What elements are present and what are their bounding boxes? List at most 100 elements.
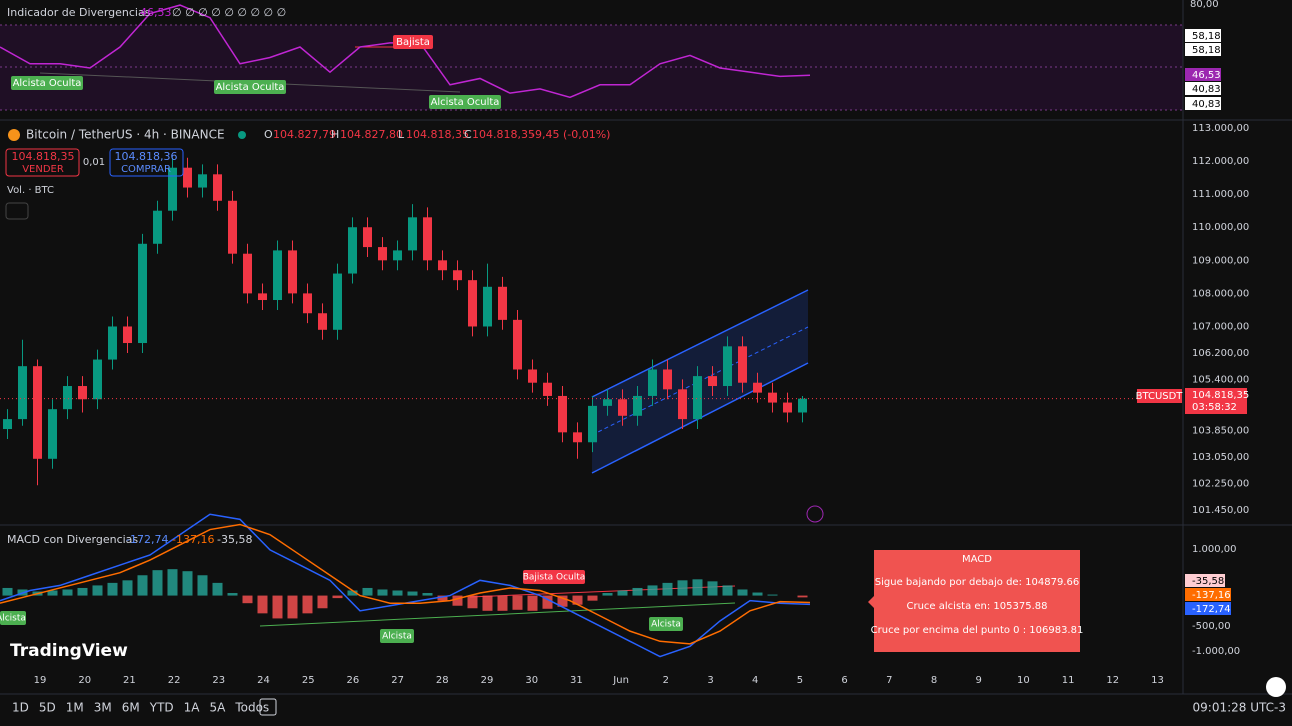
macd-hist [287, 595, 298, 619]
range-button[interactable]: YTD [149, 701, 174, 715]
macd-hist [737, 589, 748, 596]
range-button[interactable]: 3M [94, 701, 112, 715]
sell-label: VENDER [22, 164, 64, 175]
buy-button[interactable] [109, 148, 184, 177]
sell-button[interactable] [5, 148, 80, 177]
candle-body [3, 419, 12, 430]
candle-body [423, 217, 432, 261]
annotation-box [393, 35, 433, 49]
x-tick-label: 2 [663, 675, 669, 686]
range-button[interactable]: 6M [122, 701, 140, 715]
y-tick-label: 108.000,00 [1192, 288, 1249, 299]
macd-hist [647, 585, 658, 596]
candle-body [573, 432, 582, 443]
candle-body [303, 293, 312, 314]
candle-body [693, 376, 702, 420]
y-tick-label: 106.200,00 [1192, 348, 1249, 359]
range-button[interactable]: Todos [234, 701, 269, 715]
candle-body [333, 273, 342, 330]
range-button[interactable]: 5D [39, 701, 56, 715]
macd-hist [92, 585, 103, 596]
macd-hist [347, 590, 358, 596]
symbol-label: BTCUSDT [1136, 391, 1184, 402]
range-button[interactable]: 1A [184, 701, 201, 715]
y-tick-label: 105.400,00 [1192, 374, 1249, 385]
candle-body [183, 167, 192, 188]
buy-label: COMPRAR [121, 164, 171, 175]
date-range-icon[interactable] [259, 698, 277, 716]
macd-hist [107, 582, 118, 596]
annotation-box [380, 629, 414, 643]
annotation: Alcista [382, 632, 412, 642]
annotation: Bajista [396, 37, 430, 48]
rsi-tag [1185, 43, 1221, 56]
assistant-icon[interactable] [1266, 677, 1286, 697]
candle-body [318, 313, 327, 330]
candle-body [723, 346, 732, 387]
rsi-tag [1185, 97, 1221, 110]
macd-hist [632, 587, 643, 596]
candle-body [243, 253, 252, 294]
macd-hist [437, 595, 448, 601]
candle-body [618, 399, 627, 416]
macd-tag [1185, 574, 1225, 587]
macd-hist [542, 595, 553, 609]
divergence-line [469, 585, 736, 598]
sell-price: 104.818,35 [12, 150, 75, 163]
tooltip-line: Cruce alcista en: 105375.88 [907, 601, 1048, 612]
status-dot [238, 131, 246, 139]
macd-hist [362, 587, 373, 596]
y-tick-label: 113.000,00 [1192, 123, 1249, 134]
macd-hist [752, 592, 763, 596]
macd-hist [452, 595, 463, 606]
annotation-box [429, 95, 501, 109]
x-tick-label: 8 [931, 675, 937, 686]
tooltip-line: Cruce por encima del punto 0 : 106983.81 [871, 625, 1084, 636]
y-tick-label: 101.450,00 [1192, 505, 1249, 516]
divergence-line [259, 602, 736, 627]
y-tick-label: 102.250,00 [1192, 479, 1249, 490]
range-button[interactable]: 1M [66, 701, 84, 715]
candle-body [393, 250, 402, 261]
candle-body [78, 386, 87, 400]
annotation: Bajista Oculta [523, 573, 586, 583]
macd-hist [77, 587, 88, 596]
candle-body [678, 389, 687, 420]
macd-hist [662, 582, 673, 596]
range-button[interactable]: 1D [12, 701, 29, 715]
x-tick-label: 12 [1106, 675, 1119, 686]
annotation-box [649, 617, 683, 631]
macd-hist [317, 595, 328, 609]
macd-tag [1185, 588, 1231, 601]
x-tick-label: Jun [612, 675, 629, 686]
range-button[interactable]: 5A [210, 701, 227, 715]
macd-hist [572, 595, 583, 605]
c-label: C [464, 128, 472, 141]
macd-hist [722, 585, 733, 596]
candle-body [273, 250, 282, 301]
candle-body [633, 395, 642, 416]
rsi-tag [1185, 68, 1221, 81]
btc-icon [8, 129, 20, 141]
candle-body [363, 227, 372, 248]
macd-hist [512, 595, 523, 610]
x-tick-label: 27 [391, 675, 404, 686]
collapse-button[interactable] [5, 202, 29, 220]
macd-tag-label: -137,16 [1192, 590, 1231, 601]
x-tick-label: 3 [707, 675, 713, 686]
symbol-title: Bitcoin / TetherUS · 4h · BINANCE [26, 128, 225, 142]
candle-body [738, 346, 747, 383]
y-tick-label: 109.000,00 [1192, 255, 1249, 266]
rsi-axis-label: 80,00 [1190, 0, 1219, 10]
x-tick-label: 28 [436, 675, 449, 686]
candle-body [33, 366, 42, 459]
candle-body [63, 386, 72, 410]
macd-hist [2, 587, 13, 596]
annotation: Alcista Oculta [13, 78, 82, 89]
macd-hist [677, 580, 688, 596]
annotation: Alcista [0, 614, 26, 624]
alert-icon[interactable] [806, 505, 824, 523]
x-tick-label: 4 [752, 675, 758, 686]
macd-hist [167, 569, 178, 596]
macd-tag-label: -172,74 [1192, 604, 1231, 615]
